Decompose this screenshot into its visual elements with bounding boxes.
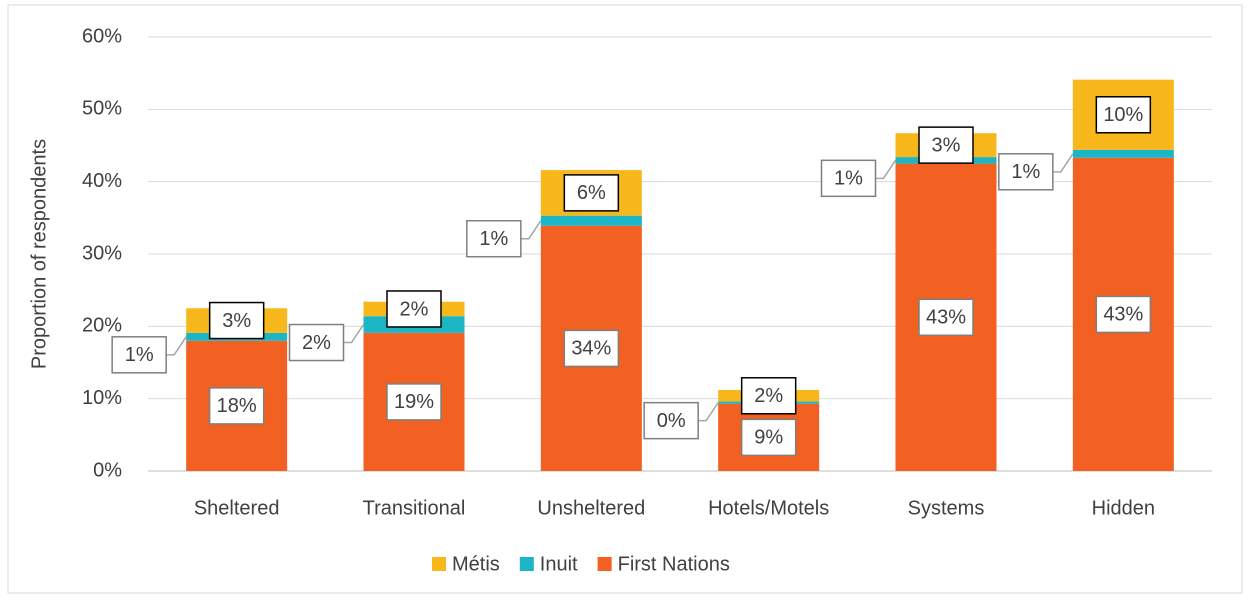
x-tick-label: Transitional	[363, 497, 466, 519]
x-tick-label: Hidden	[1092, 497, 1155, 519]
data-label-box	[1095, 96, 1152, 134]
leader-line	[520, 220, 542, 240]
data-label: 3%	[932, 134, 961, 156]
data-label: 0%	[657, 410, 686, 432]
data-label: 1%	[479, 228, 508, 250]
data-label-box	[643, 401, 699, 440]
data-label: 19%	[394, 391, 434, 413]
data-label-box	[386, 383, 442, 421]
data-label-box	[466, 219, 522, 258]
y-tick-label: 20%	[82, 315, 122, 337]
data-label-box	[208, 301, 265, 340]
data-label: 2%	[400, 298, 429, 320]
y-axis-label: Proportion of respondents	[28, 139, 50, 369]
data-label-box	[1095, 295, 1152, 334]
x-tick-label: Sheltered	[194, 497, 280, 519]
x-tick-label: Unsheltered	[537, 497, 645, 519]
legend-label: First Nations	[618, 553, 730, 575]
data-label-box	[208, 387, 265, 425]
y-tick-label: 50%	[82, 98, 122, 120]
data-label: 34%	[571, 338, 611, 360]
data-label-box	[918, 126, 974, 164]
data-label: 1%	[1011, 161, 1040, 183]
y-tick-label: 30%	[82, 242, 122, 264]
data-label-box	[288, 323, 345, 362]
y-tick-label: 60%	[82, 25, 122, 47]
data-label: 1%	[125, 344, 154, 366]
legend-label: Métis	[452, 553, 500, 575]
data-label: 6%	[577, 182, 606, 204]
data-label-box	[740, 377, 797, 415]
data-label-box	[111, 336, 167, 374]
data-label-box	[740, 418, 797, 457]
data-label: 43%	[926, 307, 966, 329]
data-label: 9%	[754, 427, 783, 449]
legend-label: Inuit	[540, 553, 578, 575]
leader-line	[166, 336, 187, 356]
data-label: 1%	[834, 168, 863, 190]
data-label: 10%	[1103, 104, 1143, 126]
data-label-box	[386, 290, 442, 328]
data-label: 2%	[302, 332, 331, 354]
data-label-box	[563, 329, 620, 368]
y-tick-label: 10%	[82, 387, 122, 409]
legend-swatch	[519, 557, 534, 571]
data-label: 3%	[222, 310, 251, 332]
legend-swatch	[432, 557, 446, 571]
x-tick-label: Hotels/Motels	[708, 497, 829, 519]
y-tick-label: 40%	[82, 170, 122, 192]
bar-segment	[1072, 149, 1174, 158]
data-label-box	[998, 153, 1054, 191]
data-label-box	[820, 159, 877, 198]
y-tick-label: 0%	[93, 459, 122, 481]
data-label: 18%	[217, 395, 257, 417]
bar-segment	[540, 215, 642, 226]
x-tick-label: Systems	[908, 497, 985, 519]
leader-line	[343, 324, 365, 344]
data-label: 2%	[754, 385, 783, 407]
data-label-box	[563, 174, 620, 212]
data-label: 43%	[1103, 304, 1143, 326]
leader-line	[698, 402, 719, 422]
leader-line	[875, 159, 897, 180]
leader-line	[1052, 153, 1074, 173]
legend-swatch	[597, 557, 612, 571]
data-label-box	[918, 298, 974, 337]
